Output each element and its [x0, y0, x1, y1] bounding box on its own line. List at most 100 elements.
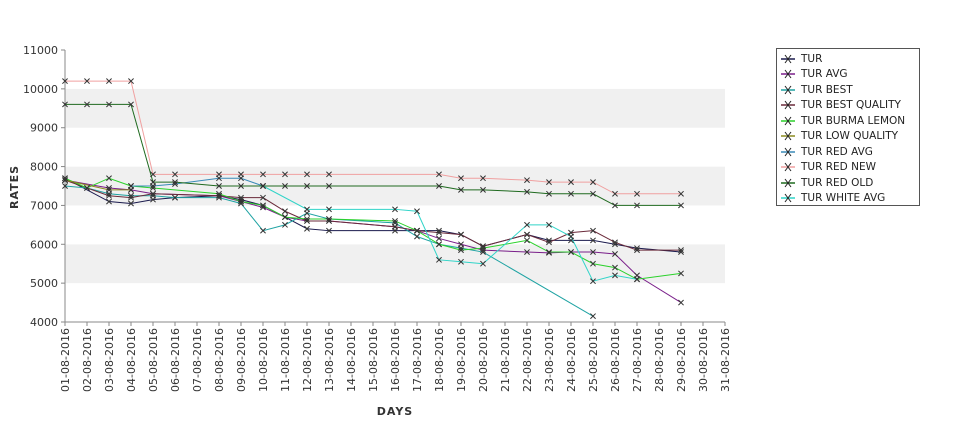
data-point-marker — [304, 218, 310, 224]
data-point-marker — [546, 237, 552, 244]
data-point-marker — [590, 249, 596, 256]
data-point-marker — [436, 241, 442, 248]
data-point-marker — [414, 208, 420, 215]
data-point-marker — [568, 249, 574, 256]
x-tick-label: 06-08-2016 — [169, 328, 182, 392]
legend-item: TUR BEST QUALITY — [781, 98, 915, 114]
data-point-marker — [634, 247, 640, 254]
data-point-marker — [106, 175, 112, 182]
legend-label: TUR WHITE AVG — [801, 192, 886, 205]
x-tick-label: 23-08-2016 — [543, 328, 556, 392]
data-point-marker — [612, 272, 618, 279]
legend-label: TUR BEST — [801, 83, 853, 96]
data-point-marker — [326, 183, 332, 189]
data-point-marker — [480, 245, 486, 252]
legend-item: TUR RED NEW — [781, 160, 915, 176]
data-point-marker — [436, 171, 442, 178]
x-tick-label: 22-08-2016 — [521, 328, 534, 392]
data-point-marker — [106, 184, 112, 191]
data-point-marker — [128, 101, 134, 108]
data-point-marker — [84, 78, 90, 85]
data-point-marker — [282, 183, 288, 189]
legend-label: TUR — [801, 52, 823, 65]
data-point-marker — [282, 221, 288, 228]
data-point-marker — [678, 247, 684, 254]
data-point-marker — [612, 264, 618, 271]
data-point-marker — [612, 202, 618, 209]
x-tick-label: 29-08-2016 — [675, 328, 688, 392]
legend-marker-icon — [781, 193, 795, 203]
data-point-marker — [282, 171, 288, 178]
y-tick-label: 11000 — [23, 44, 58, 57]
data-point-marker — [546, 179, 552, 186]
data-point-marker — [172, 181, 178, 188]
y-axis-title: RATES — [8, 165, 21, 209]
data-point-marker — [128, 78, 134, 85]
data-point-marker — [568, 233, 574, 240]
data-point-marker — [612, 190, 618, 197]
data-point-marker — [546, 239, 552, 246]
data-point-marker — [480, 186, 486, 193]
y-tick-label: 8000 — [30, 161, 58, 174]
series-line — [64, 179, 681, 251]
data-point-marker — [524, 177, 530, 184]
data-point-marker — [634, 276, 640, 283]
legend-item: TUR RED OLD — [781, 175, 915, 191]
x-tick-labels: 01-08-2016 02-08-2016 03-08-2016 04-08-2016… — [59, 328, 732, 392]
series-markers — [62, 78, 684, 320]
y-tick-label: 10000 — [23, 83, 58, 96]
data-point-marker — [678, 249, 684, 256]
data-point-marker — [260, 227, 266, 234]
data-point-marker — [524, 188, 530, 195]
data-point-marker — [524, 237, 530, 244]
data-point-marker — [260, 204, 266, 211]
legend-item: TUR RED AVG — [781, 144, 915, 160]
data-point-marker — [436, 227, 442, 234]
x-tick-label: 24-08-2016 — [565, 328, 578, 392]
data-point-marker — [436, 235, 442, 242]
data-point-marker — [326, 171, 332, 178]
data-point-marker — [590, 190, 596, 197]
data-point-marker — [304, 216, 310, 222]
legend-marker-icon — [781, 69, 795, 79]
data-point-marker — [458, 231, 464, 238]
data-point-marker — [612, 251, 618, 257]
data-point-marker — [106, 198, 112, 205]
y-tick-labels: 4000 5000 6000 7000 8000 9000 10000 11000 — [23, 44, 58, 329]
data-point-marker — [260, 183, 266, 189]
legend-label: TUR LOW QUALITY — [801, 130, 899, 143]
grid-band — [65, 50, 725, 89]
data-point-marker — [546, 249, 552, 256]
x-tick-label: 02-08-2016 — [81, 328, 94, 392]
legend-item: TUR LOW QUALITY — [781, 129, 915, 145]
y-tick-label: 6000 — [30, 238, 58, 251]
data-point-marker — [128, 183, 134, 189]
data-point-marker — [216, 192, 222, 199]
data-point-marker — [238, 171, 244, 178]
data-point-marker — [326, 216, 332, 222]
y-tick-label: 5000 — [30, 277, 58, 290]
data-point-marker — [260, 171, 266, 178]
legend-marker-icon — [781, 85, 795, 95]
data-point-marker — [392, 206, 398, 213]
data-point-marker — [62, 101, 68, 108]
data-point-marker — [128, 192, 134, 199]
data-point-marker — [326, 218, 332, 224]
x-tick-label: 04-08-2016 — [125, 328, 138, 392]
data-point-marker — [326, 206, 332, 213]
data-point-marker — [216, 183, 222, 189]
data-point-marker — [612, 241, 618, 248]
legend-label: TUR RED OLD — [801, 176, 874, 189]
data-point-marker — [62, 183, 68, 189]
x-tick-label: 28-08-2016 — [653, 328, 666, 392]
data-point-marker — [238, 198, 244, 205]
x-tick-label: 26-08-2016 — [609, 328, 622, 392]
y-tick-label: 9000 — [30, 122, 58, 135]
x-tick-label: 17-08-2016 — [411, 328, 424, 392]
data-point-marker — [260, 202, 266, 209]
data-point-marker — [480, 175, 486, 182]
data-point-marker — [84, 101, 90, 108]
x-tick-label: 20-08-2016 — [477, 328, 490, 392]
data-point-marker — [282, 214, 288, 221]
